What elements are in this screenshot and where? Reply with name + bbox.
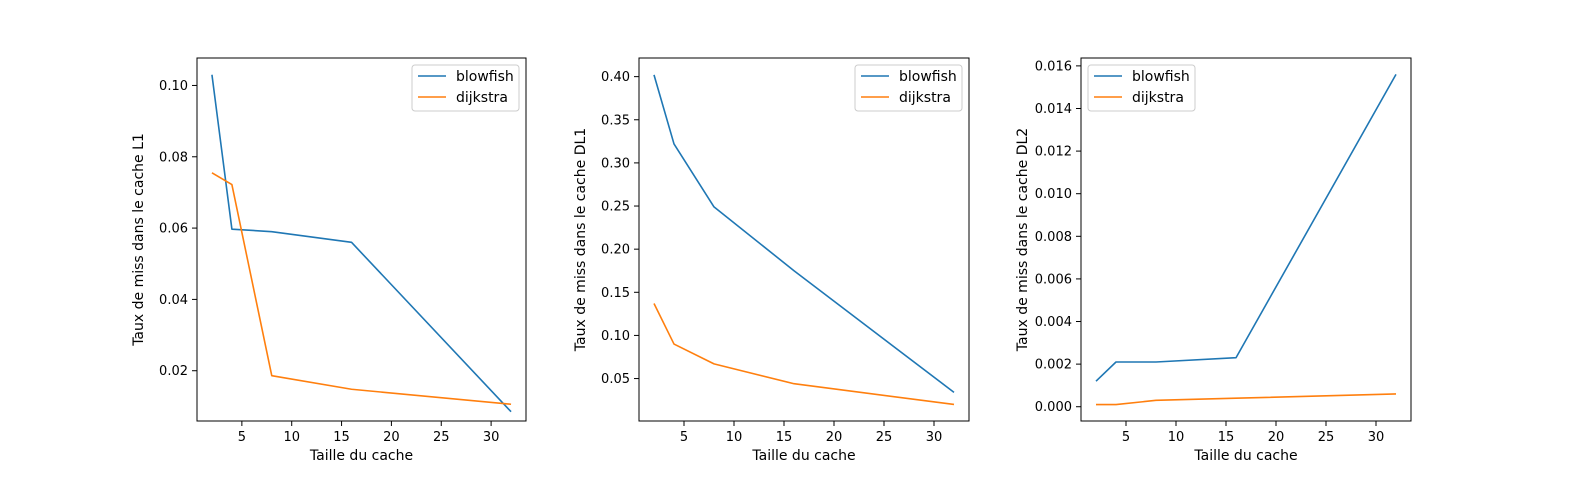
y-tick-label: 0.20 bbox=[601, 243, 630, 258]
subplot-3: 5 10 15 20 25 30 0.000 0.002 0.004 0.006 0.008 0.0… bbox=[1015, 57, 1412, 464]
legend-label-dijkstra: dijkstra bbox=[456, 90, 508, 106]
x-tick-label: 25 bbox=[433, 430, 450, 445]
subplot-2-y-axis-label: Taux de miss dans le cache DL1 bbox=[573, 128, 589, 352]
y-tick-label: 0.008 bbox=[1035, 230, 1072, 245]
x-tick-label: 30 bbox=[483, 430, 500, 445]
x-tick-label: 5 bbox=[238, 430, 246, 445]
legend-label-blowfish: blowfish bbox=[899, 69, 957, 85]
x-tick-label: 10 bbox=[283, 430, 300, 445]
y-tick-label: 0.012 bbox=[1035, 145, 1072, 160]
subplot-1-y-axis-label: Taux de miss dans le cache L1 bbox=[131, 133, 147, 347]
subplot-2-x-axis-label: Taille du cache bbox=[751, 448, 855, 464]
series-line-dijkstra bbox=[653, 303, 955, 406]
x-tick-label: 15 bbox=[333, 430, 350, 445]
subplot-2: 5 10 15 20 25 30 0.05 0.10 0.15 0.20 0.25 0.30 0.35… bbox=[573, 57, 970, 464]
y-tick-label: 0.010 bbox=[1035, 187, 1072, 202]
legend-label-blowfish: blowfish bbox=[1132, 69, 1190, 85]
series-line-blowfish bbox=[653, 74, 955, 393]
x-tick-label: 20 bbox=[1268, 430, 1285, 445]
y-tick-label: 0.10 bbox=[601, 329, 630, 344]
x-tick-label: 30 bbox=[1368, 430, 1385, 445]
x-tick-label: 25 bbox=[876, 430, 893, 445]
subplot-3-x-axis-label: Taille du cache bbox=[1193, 448, 1297, 464]
x-tick-label: 20 bbox=[383, 430, 400, 445]
subplot-2-frame bbox=[638, 57, 970, 422]
series-line-dijkstra bbox=[211, 172, 512, 406]
x-tick-label: 10 bbox=[1168, 430, 1185, 445]
y-tick-label: 0.35 bbox=[601, 113, 630, 128]
y-tick-label: 0.30 bbox=[601, 156, 630, 171]
series-line-blowfish bbox=[211, 74, 512, 413]
subplot-1-legend: blowfish dijkstra bbox=[411, 64, 520, 112]
y-tick-label: 0.016 bbox=[1035, 59, 1072, 74]
y-tick-label: 0.02 bbox=[159, 364, 188, 379]
subplot-1-frame bbox=[196, 57, 527, 422]
y-tick-label: 0.15 bbox=[601, 286, 630, 301]
y-tick-label: 0.06 bbox=[159, 222, 188, 237]
subplot-1: 5 10 15 20 25 30 0.02 0.04 0.06 0.08 0.10 Taille … bbox=[131, 57, 527, 464]
y-tick-label: 0.002 bbox=[1035, 358, 1072, 373]
subplot-1-x-axis-label: Taille du cache bbox=[309, 448, 413, 464]
subplot-3-legend: blowfish dijkstra bbox=[1087, 64, 1196, 112]
y-tick-label: 0.04 bbox=[159, 293, 188, 308]
x-tick-label: 15 bbox=[776, 430, 793, 445]
x-tick-label: 25 bbox=[1318, 430, 1335, 445]
x-tick-label: 30 bbox=[926, 430, 943, 445]
y-tick-label: 0.40 bbox=[601, 70, 630, 85]
y-tick-label: 0.000 bbox=[1035, 400, 1072, 415]
y-tick-label: 0.004 bbox=[1035, 315, 1072, 330]
x-tick-label: 15 bbox=[1218, 430, 1235, 445]
subplot-3-y-axis-label: Taux de miss dans le cache DL2 bbox=[1015, 128, 1031, 352]
y-tick-label: 0.006 bbox=[1035, 272, 1072, 287]
x-tick-label: 10 bbox=[726, 430, 743, 445]
legend-label-dijkstra: dijkstra bbox=[899, 90, 951, 106]
legend-label-blowfish: blowfish bbox=[456, 69, 514, 85]
y-tick-label: 0.25 bbox=[601, 200, 630, 215]
y-tick-label: 0.014 bbox=[1035, 102, 1072, 117]
x-tick-label: 5 bbox=[680, 430, 688, 445]
legend-label-dijkstra: dijkstra bbox=[1132, 90, 1184, 106]
series-line-blowfish bbox=[1095, 74, 1397, 382]
subplot-2-legend: blowfish dijkstra bbox=[854, 64, 963, 112]
y-tick-label: 0.05 bbox=[601, 372, 630, 387]
x-tick-label: 20 bbox=[826, 430, 843, 445]
y-tick-label: 0.08 bbox=[159, 150, 188, 165]
x-tick-label: 5 bbox=[1122, 430, 1130, 445]
subplot-3-frame bbox=[1080, 57, 1412, 422]
series-line-dijkstra bbox=[1096, 393, 1397, 406]
y-tick-label: 0.10 bbox=[159, 79, 188, 94]
